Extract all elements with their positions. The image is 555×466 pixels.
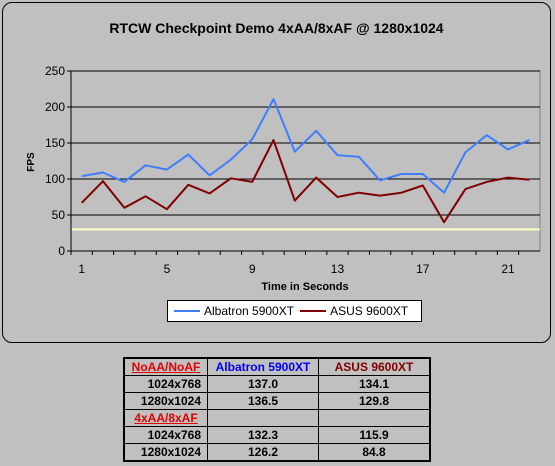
row-label: 1280x1024 xyxy=(123,392,208,410)
x-tick-label-9: 9 xyxy=(249,262,256,276)
table-cell-empty xyxy=(318,409,431,427)
legend-swatch-albatron xyxy=(174,310,200,312)
results-table: NoAA/NoAF Albatron 5900XT ASUS 9600XT 10… xyxy=(123,357,431,462)
legend-swatch-asus xyxy=(300,310,327,312)
series-line-albatron xyxy=(81,98,530,194)
table-cell: 132.3 xyxy=(207,426,319,444)
legend-label-albatron: Albatron 5900XT xyxy=(204,304,295,318)
column-header-asus: ASUS 9600XT xyxy=(318,357,431,376)
table-cell: 84.8 xyxy=(318,443,431,462)
table-row: 1280x1024 126.2 84.8 xyxy=(123,443,431,462)
plot-area xyxy=(70,70,541,252)
line-chart: 0 50 100 150 200 250 1 5 9 13 17 21 FPS Time in Se… xyxy=(26,64,541,293)
table-row: 1280x1024 136.5 129.8 xyxy=(123,392,431,410)
table-row: 1024x768 132.3 115.9 xyxy=(123,426,431,444)
legend: Albatron 5900XT ASUS 9600XT xyxy=(167,300,422,322)
axes xyxy=(67,70,540,255)
section-title-4xaa: 4xAA/8xAF xyxy=(123,409,208,427)
row-label: 1024x768 xyxy=(123,375,208,393)
table-cell: 137.0 xyxy=(207,375,319,393)
y-tick-label-100: 100 xyxy=(45,172,65,186)
table-row: 1024x768 137.0 134.1 xyxy=(123,375,431,393)
table-cell: 134.1 xyxy=(318,375,431,393)
x-tick-label-1: 1 xyxy=(78,262,85,276)
table-cell: 115.9 xyxy=(318,426,431,444)
x-tick-label-21: 21 xyxy=(501,262,515,276)
table-cell: 136.5 xyxy=(207,392,319,410)
table-cell: 126.2 xyxy=(207,443,319,462)
table-cell-empty xyxy=(207,409,319,427)
legend-item-asus: ASUS 9600XT xyxy=(300,304,408,318)
x-tick-label-5: 5 xyxy=(164,262,171,276)
row-label: 1280x1024 xyxy=(123,443,208,462)
y-tick-label-0: 0 xyxy=(58,244,65,258)
legend-item-albatron: Albatron 5900XT xyxy=(174,304,294,318)
legend-label-asus: ASUS 9600XT xyxy=(330,304,409,318)
x-axis-label: Time in Seconds xyxy=(261,281,348,293)
x-tick-labels: 1 5 9 13 17 21 xyxy=(78,262,515,276)
section-title-noaa: NoAA/NoAF xyxy=(123,357,208,376)
gridlines xyxy=(71,70,540,216)
y-tick-labels: 0 50 100 150 200 250 xyxy=(45,64,65,258)
series-line-asus xyxy=(80,139,530,224)
table-header-row: NoAA/NoAF Albatron 5900XT ASUS 9600XT xyxy=(123,357,431,376)
y-tick-label-150: 150 xyxy=(45,136,65,150)
y-tick-label-250: 250 xyxy=(45,64,65,78)
series-lines xyxy=(80,98,530,224)
x-tick-label-13: 13 xyxy=(331,262,345,276)
row-label: 1024x768 xyxy=(123,426,208,444)
y-tick-label-200: 200 xyxy=(45,100,65,114)
chart-title: RTCW Checkpoint Demo 4xAA/8xAF @ 1280x10… xyxy=(109,20,444,36)
x-tick-label-17: 17 xyxy=(416,262,430,276)
column-header-albatron: Albatron 5900XT xyxy=(207,357,319,376)
table-cell: 129.8 xyxy=(318,392,431,410)
y-tick-label-50: 50 xyxy=(52,208,66,222)
y-axis-label: FPS xyxy=(26,152,37,172)
table-section-row: 4xAA/8xAF xyxy=(123,409,431,427)
